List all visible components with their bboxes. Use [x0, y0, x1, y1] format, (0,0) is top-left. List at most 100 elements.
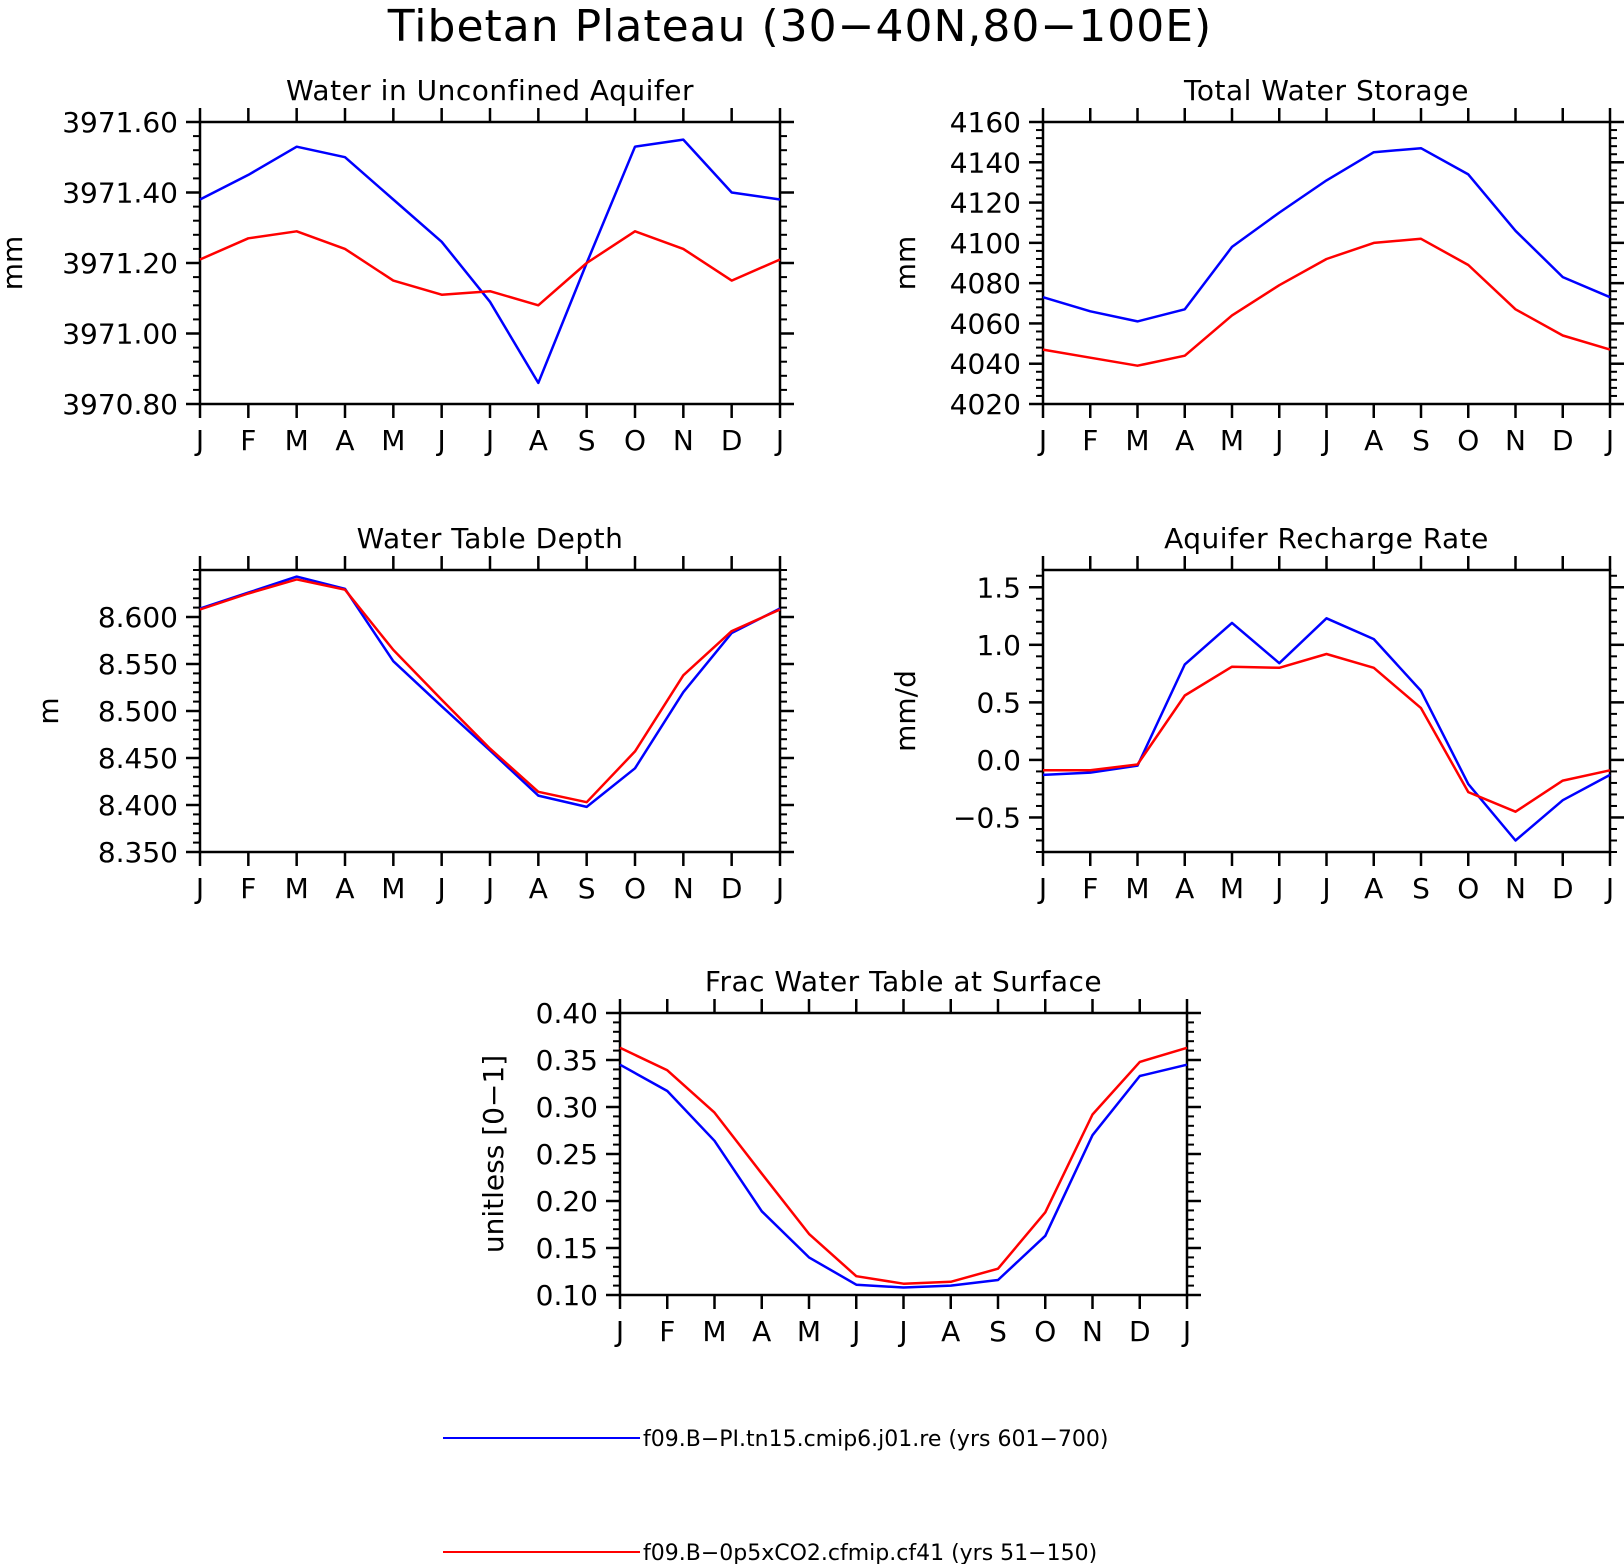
x-tick-label: A	[529, 424, 548, 457]
series-line-2	[1042, 237, 1611, 367]
x-tick-label: J	[1320, 424, 1330, 457]
x-tick-label: N	[673, 872, 694, 905]
x-tick-label: S	[1412, 424, 1430, 457]
x-tick-label: A	[335, 872, 354, 905]
x-tick-label: D	[1552, 424, 1574, 457]
y-tick-label: 0.15	[536, 1232, 598, 1265]
panels: J F M A M J J A S O N D J3970.803971.003971.203971.4…	[0, 74, 1624, 1348]
plot-frame	[618, 1011, 1189, 1297]
x-tick-label: N	[1082, 1315, 1103, 1348]
x-tick-label: J	[1037, 424, 1047, 457]
y-tick-label: 3971.00	[62, 318, 178, 351]
y-tick-label: 0.5	[976, 686, 1021, 719]
x-tick-label: J	[897, 1315, 907, 1348]
x-tick-label: F	[1082, 872, 1098, 905]
legend-label-2: f09.B−0p5xCO2.cfmip.cf41 (yrs 51−150)	[643, 1541, 1097, 1564]
x-tick-label: S	[578, 872, 596, 905]
plot-frame	[198, 568, 782, 854]
y-tick-label: 3970.80	[62, 388, 178, 421]
y-axis-label: mm	[0, 236, 29, 291]
y-tick-label: 8.400	[98, 789, 178, 822]
series-line-1	[1042, 617, 1611, 842]
panel-title: Water Table Depth	[357, 522, 624, 555]
x-tick-label: F	[1082, 424, 1098, 457]
x-tick-label: M	[381, 424, 405, 457]
x-tick-label: N	[1505, 424, 1526, 457]
y-tick-label: 0.35	[536, 1044, 598, 1077]
x-tick-label: A	[335, 424, 354, 457]
x-tick-label: N	[1505, 872, 1526, 905]
x-tick-label: J	[484, 872, 494, 905]
x-tick-label: M	[1125, 424, 1149, 457]
x-tick-label: M	[702, 1315, 726, 1348]
y-axis-label: mm	[889, 236, 922, 291]
x-tick-label: S	[1412, 872, 1430, 905]
x-tick-label: M	[285, 424, 309, 457]
y-tick-label: −0.5	[953, 801, 1021, 834]
y-tick-label: 8.500	[98, 695, 178, 728]
x-tick-label: J	[484, 424, 494, 457]
x-tick-label: A	[1364, 424, 1383, 457]
y-tick-label: 4020	[950, 388, 1021, 421]
panel-5: J F M A M J J A S O N D J0.100.150.200.250.300.350.4…	[477, 965, 1201, 1348]
x-tick-label: O	[1457, 872, 1479, 905]
x-tick-label: A	[529, 872, 548, 905]
y-tick-label: 3971.40	[62, 177, 178, 210]
y-tick-label: 4100	[950, 227, 1021, 260]
x-tick-label: M	[1125, 872, 1149, 905]
x-tick-label: D	[721, 872, 743, 905]
y-tick-label: 0.20	[536, 1185, 598, 1218]
x-tick-label: M	[797, 1315, 821, 1348]
y-tick-label: 3971.20	[62, 247, 178, 280]
x-tick-label: F	[659, 1315, 675, 1348]
x-tick-label: J	[1273, 424, 1283, 457]
x-tick-label: F	[240, 424, 256, 457]
x-tick-label: J	[1604, 872, 1614, 905]
series-line-1	[199, 138, 781, 385]
x-tick-label: J	[1320, 872, 1330, 905]
x-tick-label: F	[240, 872, 256, 905]
x-tick-label: J	[194, 872, 204, 905]
x-tick-label: J	[774, 424, 784, 457]
x-tick-label: O	[1034, 1315, 1056, 1348]
x-tick-label: S	[989, 1315, 1007, 1348]
x-tick-label: O	[624, 872, 646, 905]
legend-label-1: f09.B−PI.tn15.cmip6.j01.re (yrs 601−700)	[643, 1427, 1108, 1452]
x-tick-label: J	[436, 872, 446, 905]
x-tick-label: J	[1181, 1315, 1191, 1348]
y-tick-label: 1.0	[976, 629, 1021, 662]
x-tick-label: A	[1175, 424, 1194, 457]
series-line-2	[199, 230, 781, 307]
x-tick-label: M	[381, 872, 405, 905]
x-tick-label: A	[941, 1315, 960, 1348]
plot-frame	[198, 120, 782, 406]
y-tick-label: 0.30	[536, 1091, 598, 1124]
y-tick-label: 1.5	[976, 571, 1021, 604]
y-tick-label: 3971.60	[62, 106, 178, 139]
series-line-2	[1043, 652, 1611, 813]
series-line-2	[199, 578, 781, 804]
panel-2: J F M A M J J A S O N D J402040404060408041004120414…	[889, 74, 1624, 457]
y-axis-label: m	[32, 697, 65, 724]
y-axis-label: unitless [0−1]	[477, 1055, 510, 1253]
x-tick-label: J	[614, 1315, 624, 1348]
x-tick-label: N	[673, 424, 694, 457]
x-tick-label: M	[1220, 424, 1244, 457]
panel-title: Water in Unconfined Aquifer	[286, 74, 694, 107]
y-tick-label: 0.40	[536, 997, 598, 1030]
x-tick-label: D	[721, 424, 743, 457]
plot-frame	[1041, 120, 1612, 406]
series-line-1	[199, 575, 781, 809]
x-tick-label: J	[774, 872, 784, 905]
x-tick-label: J	[1604, 424, 1614, 457]
y-tick-label: 0.25	[536, 1138, 598, 1171]
x-tick-label: J	[194, 424, 204, 457]
x-tick-label: O	[1457, 424, 1479, 457]
x-tick-label: O	[624, 424, 646, 457]
y-tick-label: 0.0	[976, 744, 1021, 777]
panel-1: J F M A M J J A S O N D J3970.803971.003971.203971.4…	[0, 74, 794, 457]
x-tick-label: J	[1273, 872, 1283, 905]
y-tick-label: 8.350	[98, 836, 178, 869]
